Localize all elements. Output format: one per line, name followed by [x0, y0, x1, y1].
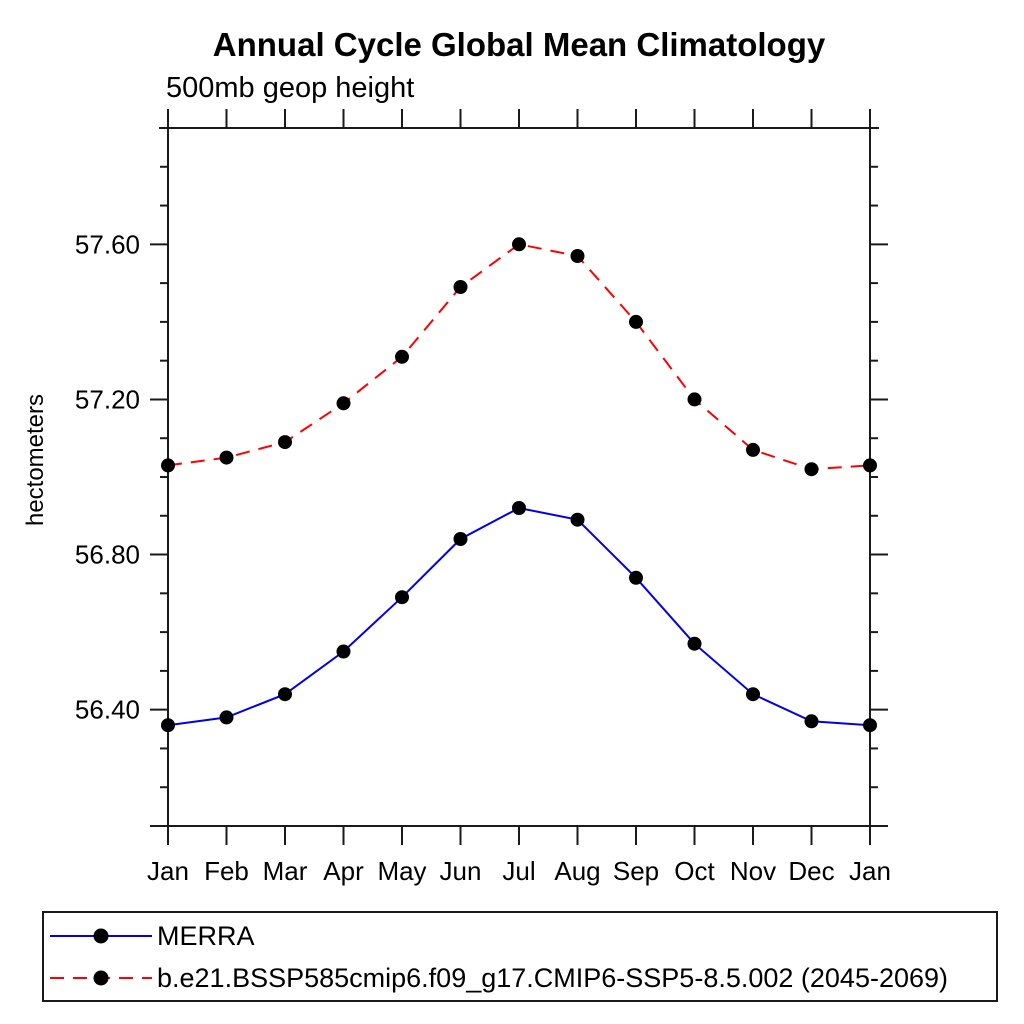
x-tick-label: Jan: [147, 856, 189, 886]
y-tick-label: 56.40: [75, 695, 140, 725]
x-tick-label: Jan: [849, 856, 891, 886]
y-tick-label: 57.20: [75, 384, 140, 414]
series-line-0: [167, 506, 871, 727]
x-tick-label: May: [377, 856, 426, 886]
legend-item-model: b.e21.BSSP585cmip6.f09_g17.CMIP6-SSP5-8.…: [48, 963, 948, 993]
data-point-marker: [161, 718, 175, 733]
x-tick-label: Jul: [502, 856, 535, 886]
data-point-marker: [395, 349, 409, 364]
data-point-marker: [687, 636, 702, 651]
x-tick-label: Apr: [323, 856, 364, 886]
data-point-marker: [219, 710, 234, 725]
data-point-marker: [278, 687, 292, 702]
data-point-marker: [863, 718, 877, 733]
data-point-marker: [512, 237, 526, 252]
y-tick-label: 56.80: [75, 540, 140, 570]
x-tick-label: Feb: [204, 856, 249, 886]
chart-title: Annual Cycle Global Mean Climatology: [212, 26, 826, 63]
legend-box: MERRA b.e21.BSSP585cmip6.f09_g17.CMIP6-S…: [42, 911, 998, 1002]
series-line-1: [167, 243, 871, 471]
x-tick-label: Mar: [263, 856, 308, 886]
legend-sample-marker: [93, 928, 109, 944]
legend-sample-marker: [93, 970, 109, 986]
x-tick-label: Sep: [613, 856, 659, 886]
data-point-marker: [395, 590, 409, 605]
legend-label-merra: MERRA: [157, 920, 255, 951]
data-point-marker: [570, 249, 585, 263]
data-point-marker: [336, 644, 351, 659]
data-point-marker: [161, 458, 175, 473]
data-point-marker: [746, 687, 760, 702]
data-point-marker: [629, 314, 643, 329]
x-tick-label: Jun: [440, 856, 482, 886]
data-point-marker: [219, 450, 234, 465]
legend-line-sample-solid: [50, 928, 152, 944]
legend-label-model: b.e21.BSSP585cmip6.f09_g17.CMIP6-SSP5-8.…: [157, 962, 949, 993]
legend-item-merra: MERRA: [48, 921, 255, 951]
data-point-marker: [746, 442, 760, 457]
data-point-marker: [687, 392, 702, 407]
x-tick-label: Dec: [788, 856, 834, 886]
data-point-marker: [512, 501, 526, 515]
data-point-marker: [804, 462, 819, 477]
data-point-marker: [453, 280, 468, 294]
y-tick-label: 57.60: [75, 229, 140, 259]
data-point-marker: [570, 512, 585, 527]
chart-subtitle: 500mb geop height: [166, 72, 415, 104]
x-tick-label: Oct: [674, 856, 715, 886]
data-point-marker: [278, 435, 292, 450]
data-point-marker: [863, 458, 877, 473]
data-point-marker: [804, 714, 819, 729]
x-tick-label: Nov: [730, 856, 776, 886]
legend-line-sample-dashed: [50, 970, 152, 986]
data-point-marker: [453, 532, 468, 546]
x-tick-label: Aug: [554, 856, 600, 886]
data-point-marker: [629, 570, 643, 585]
data-point-marker: [336, 396, 351, 411]
